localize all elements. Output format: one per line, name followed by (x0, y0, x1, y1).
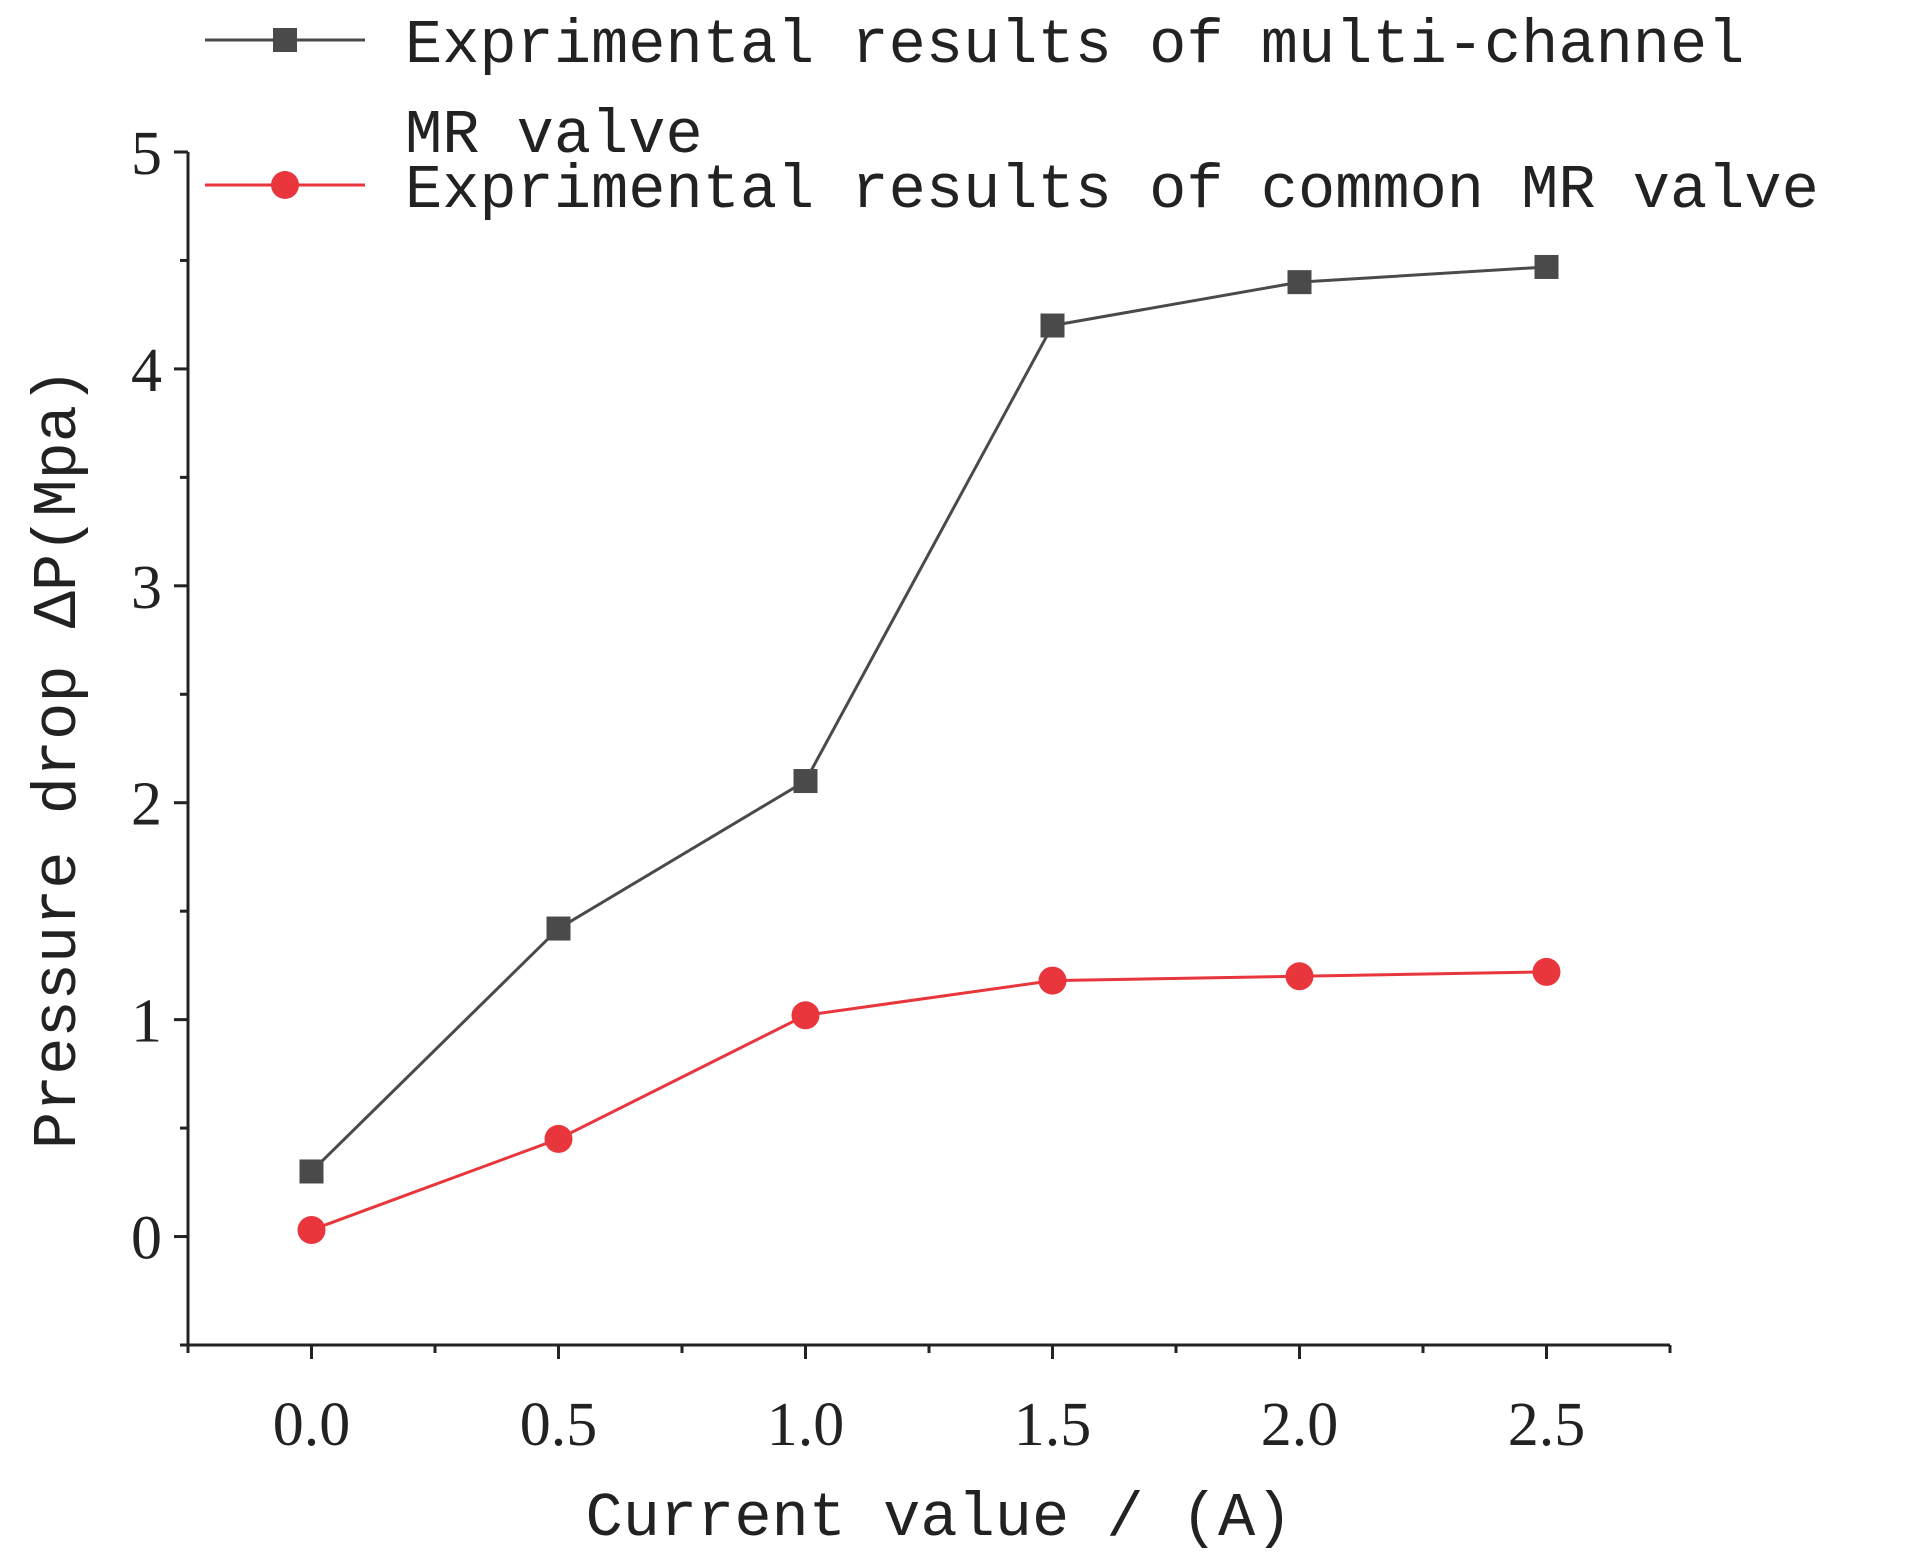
x-tick-label: 2.0 (1261, 1391, 1339, 1459)
y-tick-label: 1 (131, 988, 162, 1056)
data-point (546, 916, 571, 941)
x-tick-label: 1.0 (767, 1391, 845, 1459)
x-tick-label: 1.5 (1014, 1391, 1092, 1459)
data-point (1285, 962, 1314, 991)
y-tick-label: 4 (131, 337, 162, 405)
y-tick-label: 2 (131, 771, 162, 839)
data-point (791, 1001, 820, 1030)
series-line (310, 265, 1547, 1173)
data-point (1534, 254, 1559, 279)
data-point (1532, 957, 1561, 986)
x-tick-label: 0.5 (520, 1391, 598, 1459)
axes: 0 1 2 3 4 5 0.0 0.5 1.0 1.5 2.0 2.5 (131, 120, 1672, 1459)
y-tick-label: 0 (131, 1205, 162, 1273)
legend-label: MR valve (405, 100, 703, 171)
data-point (544, 1124, 573, 1153)
y-tick-label: 5 (131, 120, 162, 188)
series-line (310, 970, 1547, 1232)
legend-item-2: Exprimental results of common MR valve (205, 155, 1819, 226)
x-tick-label: 0.0 (273, 1391, 351, 1459)
legend-label: Exprimental results of common MR valve (405, 155, 1819, 226)
series-layer (297, 254, 1561, 1245)
data-point (793, 769, 818, 794)
legend-label: Exprimental results of multi-channel (405, 10, 1744, 81)
y-tick-label: 3 (131, 554, 162, 622)
legend-marker (271, 171, 299, 199)
series-2 (297, 957, 1561, 1245)
data-point (1040, 313, 1065, 338)
data-point (297, 1216, 326, 1245)
data-point (1287, 270, 1312, 295)
x-tick-label: 2.5 (1508, 1391, 1586, 1459)
data-point (299, 1159, 324, 1184)
x-axis-title: Current value / (A) (586, 1483, 1293, 1553)
series-1 (299, 254, 1559, 1184)
legend: Exprimental results of multi-channel MR v… (205, 10, 1819, 226)
legend-item-1: Exprimental results of multi-channel MR v… (205, 10, 1744, 171)
y-axis-title: Pressure drop ΔP(Mpa) (23, 368, 94, 1149)
legend-marker (273, 28, 297, 52)
data-point (1038, 966, 1067, 995)
